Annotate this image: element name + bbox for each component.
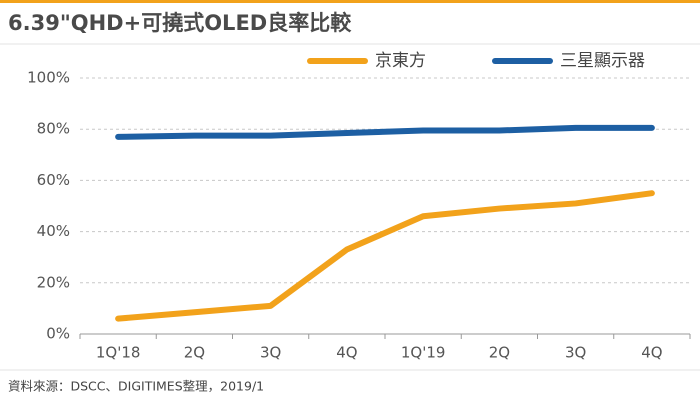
x-tick-label: 1Q'18: [96, 344, 141, 362]
y-tick-label: 80%: [37, 120, 70, 138]
x-tick-label: 2Q: [489, 344, 510, 362]
x-tick-label: 4Q: [336, 344, 357, 362]
y-tick-label: 60%: [37, 171, 70, 189]
series-line: [115, 190, 655, 322]
series-line: [115, 124, 655, 140]
legend-label: 三星顯示器: [560, 51, 645, 71]
legend-label: 京東方: [375, 51, 426, 71]
x-tick-label: 3Q: [565, 344, 586, 362]
chart-title: 6.39"QHD+可撓式OLED良率比較: [8, 11, 352, 35]
y-tick-label: 0%: [46, 325, 70, 343]
y-tick-label: 40%: [37, 222, 70, 240]
x-tick-label: 3Q: [260, 344, 281, 362]
x-tick-label: 1Q'19: [401, 344, 446, 362]
y-tick-label: 100%: [27, 69, 70, 87]
source-note: 資料來源：DSCC、DIGITIMES整理，2019/1: [8, 379, 264, 394]
x-tick-label: 2Q: [184, 344, 205, 362]
x-tick-label: 4Q: [641, 344, 662, 362]
y-tick-label: 20%: [37, 273, 70, 291]
